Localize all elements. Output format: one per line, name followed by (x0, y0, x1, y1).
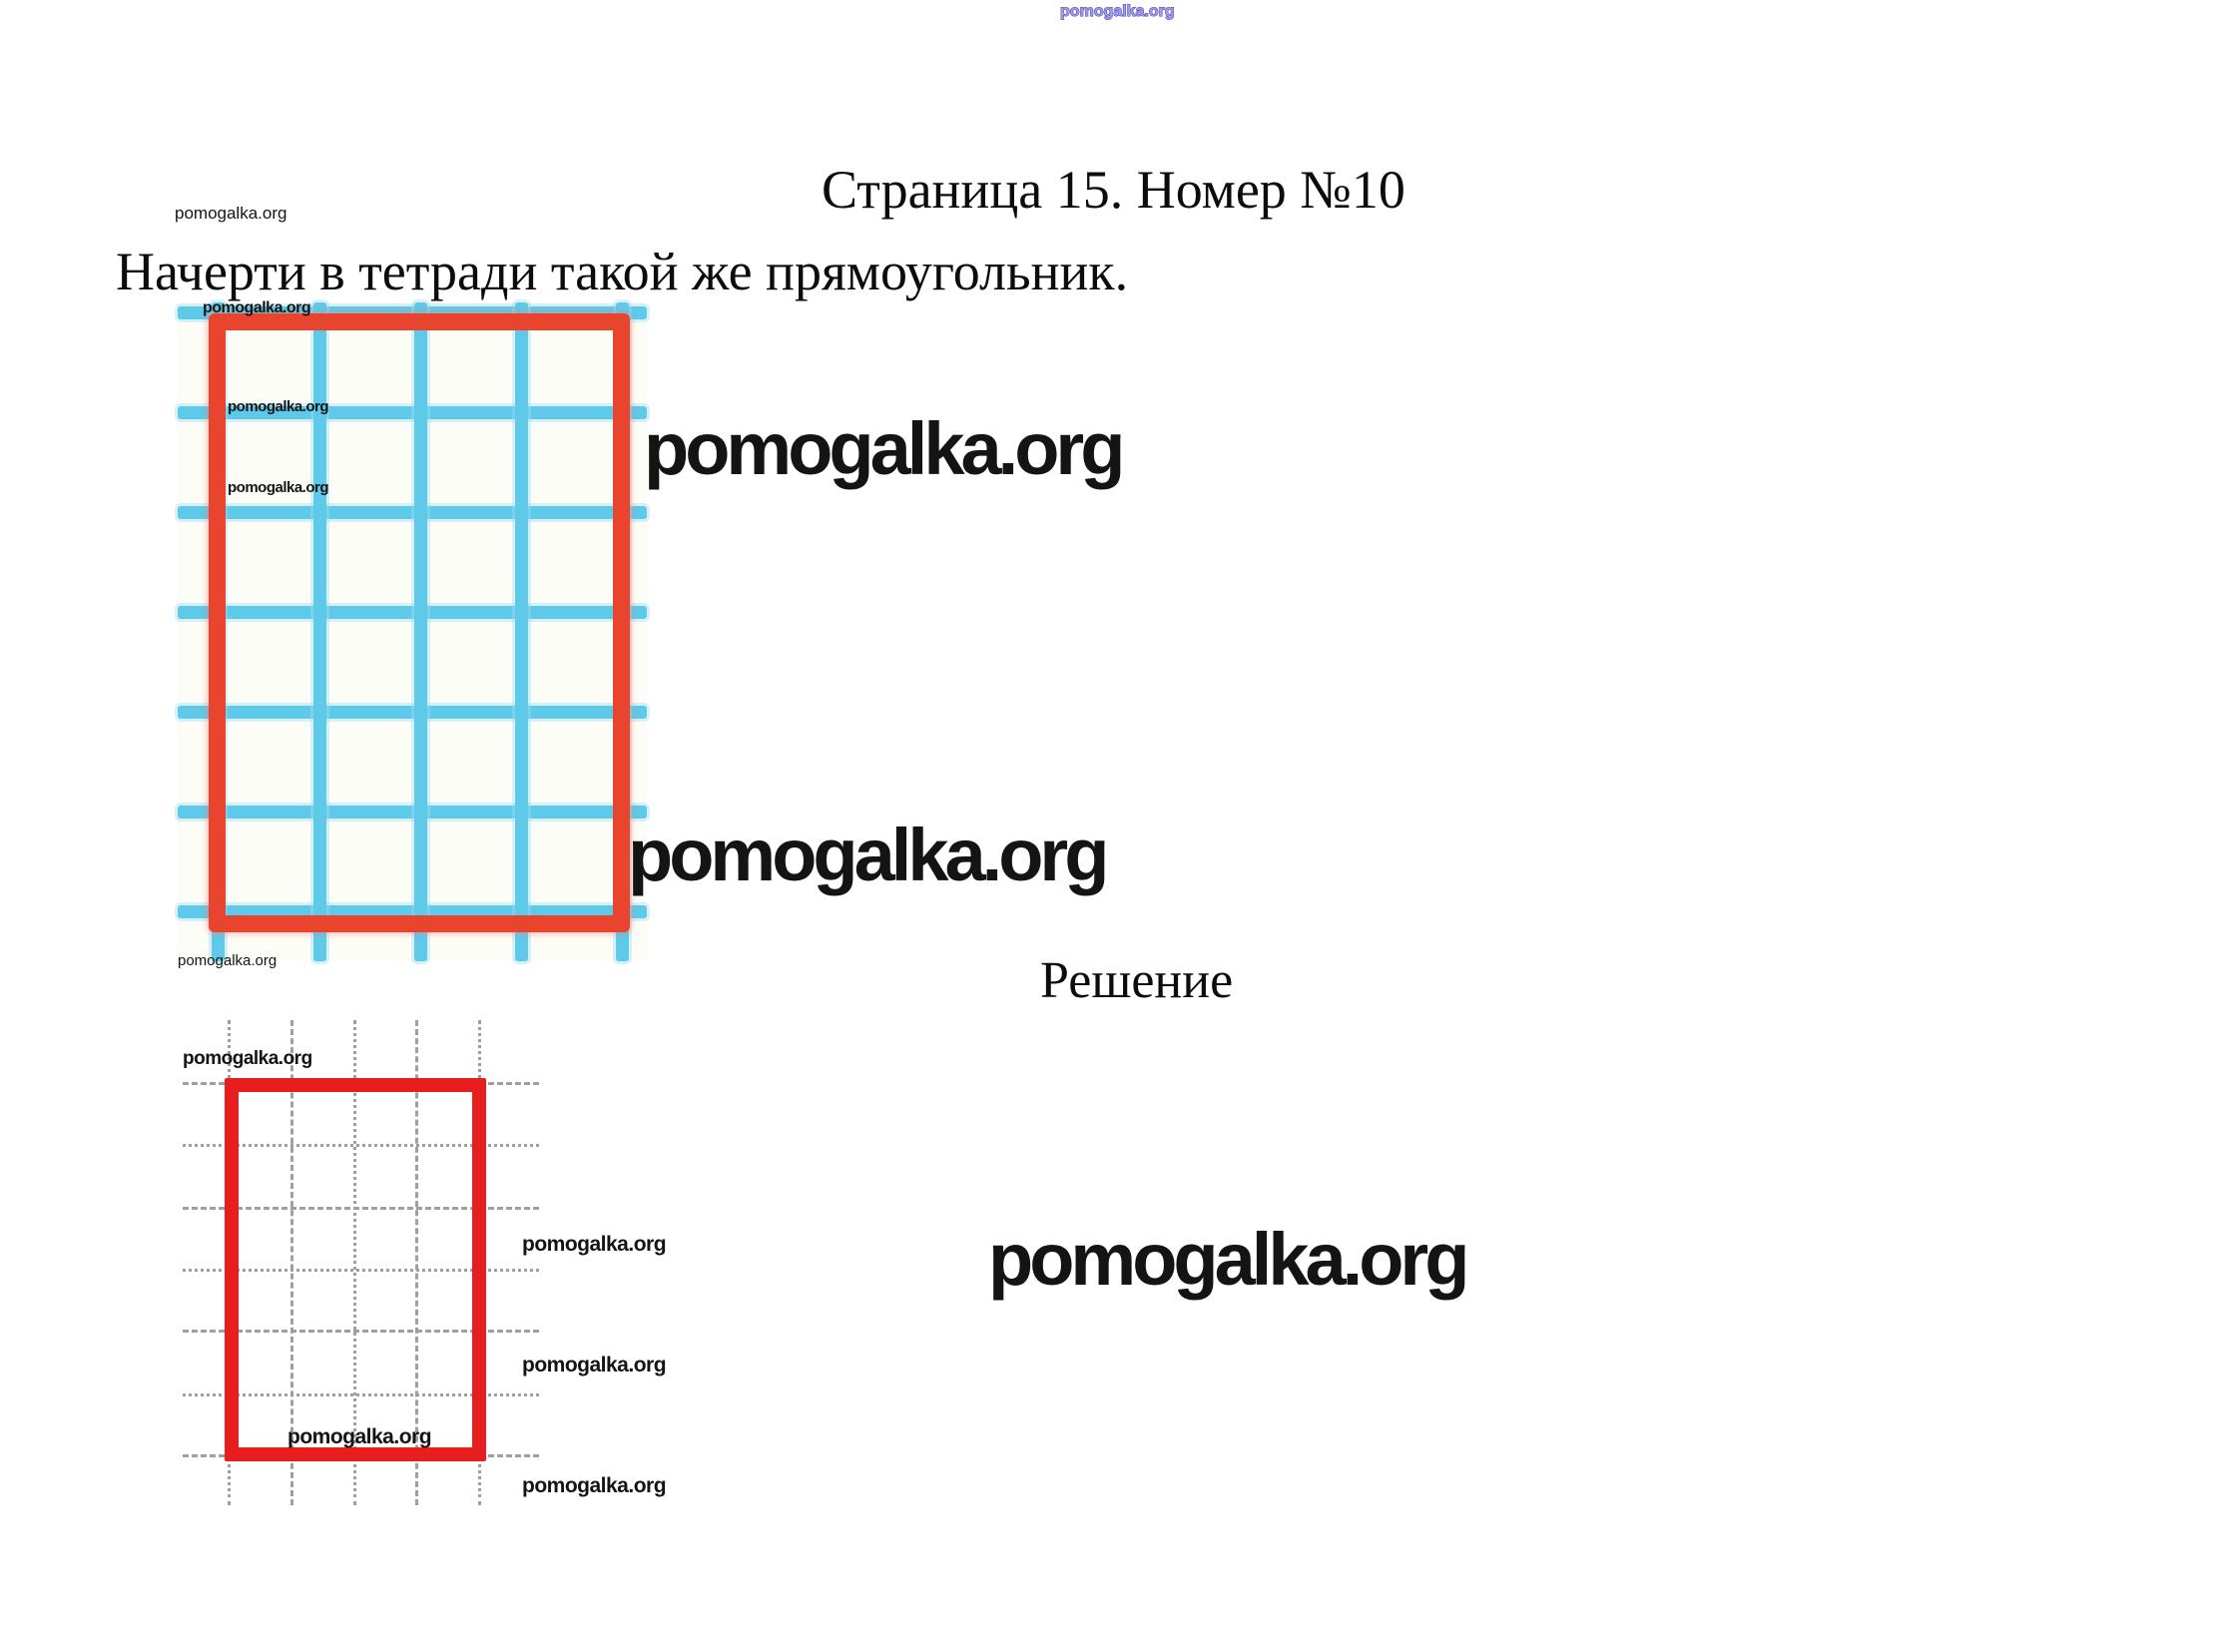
notebook-grid-hline (178, 505, 647, 519)
watermark-bold: pomogalka.org (203, 299, 311, 316)
notebook-grid-vline (413, 302, 427, 961)
page-title: Страница 15. Номер №10 (822, 160, 1405, 220)
original-rectangle (209, 313, 630, 932)
solution-grid-hline (183, 1330, 539, 1333)
watermark-bold: pomogalka.org (228, 479, 329, 496)
task-text: Начерти в тетради такой же прямоугольник… (116, 242, 1129, 301)
watermark-big: pomogalka.org (628, 814, 1109, 896)
watermark-outline: pomogalka.org (1060, 3, 1176, 21)
watermark-bold: pomogalka.org (522, 1354, 667, 1377)
solution-grid-vline (290, 1020, 293, 1505)
watermark-bold: pomogalka.org (183, 1048, 312, 1069)
solution-grid-vline (353, 1020, 356, 1505)
notebook-grid-vline (312, 302, 326, 961)
solution-grid-hline (183, 1393, 539, 1396)
watermark-bold: pomogalka.org (287, 1425, 432, 1448)
notebook-grid-hline (178, 805, 647, 819)
notebook-grid-vline (514, 302, 528, 961)
solution-grid-hline (183, 1144, 539, 1147)
notebook-grid-hline (178, 904, 647, 918)
solution-grid-hline (183, 1207, 539, 1210)
solution-grid-vline (415, 1020, 418, 1505)
watermark-big: pomogalka.org (988, 1218, 1469, 1301)
solution-grid-hline (183, 1269, 539, 1272)
notebook-grid-hline (178, 705, 647, 719)
watermark-bold: pomogalka.org (228, 398, 329, 415)
solution-heading: Решение (1040, 952, 1234, 1009)
watermark-plain: pomogalka.org (178, 952, 278, 969)
notebook-grid-hline (178, 405, 647, 419)
watermark-plain: pomogalka.org (175, 204, 287, 223)
solution-rectangle (225, 1078, 486, 1461)
watermark-bold: pomogalka.org (522, 1474, 667, 1497)
watermark-bold: pomogalka.org (522, 1233, 667, 1256)
notebook-grid-hline (178, 605, 647, 619)
watermark-big: pomogalka.org (644, 407, 1125, 490)
